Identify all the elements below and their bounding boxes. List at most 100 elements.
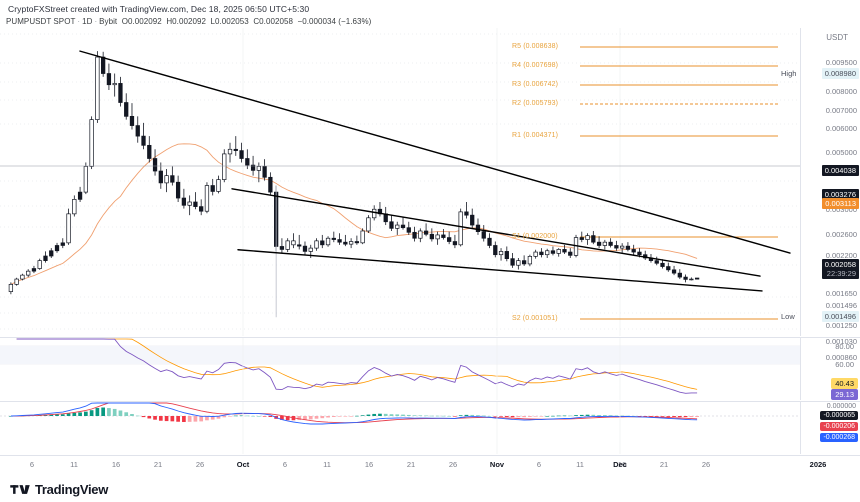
candle	[54, 245, 60, 252]
trendline	[79, 50, 791, 254]
candle	[585, 235, 590, 240]
candle	[20, 274, 25, 280]
time-axis-label: 21	[406, 460, 416, 469]
candle	[158, 170, 163, 184]
candle	[31, 268, 37, 272]
pivot-label: S1 (0.002000)	[512, 233, 558, 240]
time-axis-label: Dec	[613, 460, 627, 469]
candle	[285, 240, 290, 250]
legend-symbol[interactable]: PUMPUSDT SPOT	[6, 17, 76, 26]
rsi-plot-area[interactable]	[0, 338, 800, 400]
last-price-value: 0.002058	[824, 260, 856, 269]
candle	[26, 270, 31, 276]
candle	[14, 278, 19, 285]
candle	[637, 251, 642, 256]
attribution-text: CryptoFXStreet created with TradingView.…	[8, 4, 310, 14]
price-tick: 0.000860	[825, 353, 857, 362]
candle	[452, 241, 458, 246]
price-tick: 0.007000	[825, 106, 857, 115]
macd-signal-label: -0.000206	[820, 422, 858, 431]
candle	[545, 250, 550, 256]
time-axis-label: 6	[536, 460, 542, 469]
price-chart-svg	[0, 28, 800, 336]
candle	[412, 231, 417, 239]
legend-exchange: Bybit	[99, 17, 118, 26]
rsi-axis[interactable]: 80.00 60.00 40.43 29.13	[800, 338, 860, 400]
price-axis-unit: USDT	[826, 33, 848, 42]
candle	[262, 166, 267, 178]
time-axis-label: 11	[70, 460, 78, 469]
candle	[37, 260, 42, 269]
candle	[8, 283, 14, 292]
candle	[164, 175, 169, 184]
rsi-chart-svg	[0, 338, 800, 400]
last-price-countdown: 22:39:29	[826, 269, 856, 278]
candle	[608, 241, 613, 246]
candle	[175, 181, 181, 199]
price-plot-area[interactable]: R5 (0.008638) R4 (0.007698) R3 (0.006742) R…	[0, 28, 800, 336]
candle	[550, 250, 556, 254]
pivot-label: R5 (0.008638)	[512, 43, 559, 50]
candle	[521, 260, 527, 265]
footer: TradingView	[0, 477, 860, 502]
candle	[372, 208, 377, 219]
candle	[348, 241, 354, 245]
legend-close: C0.002058	[253, 17, 293, 26]
candle	[423, 230, 429, 235]
level-price-label: 0.004038	[821, 165, 859, 176]
candle	[435, 234, 440, 240]
time-axis-label: 16	[111, 460, 121, 469]
candle	[181, 197, 187, 206]
candle	[297, 244, 302, 247]
price-tick: 0.005000	[825, 148, 857, 157]
time-axis[interactable]: 6 11 16 21 26 Oct 6 11 16 21 26 Nov 6 11 16 21 26 Dec 2026	[0, 455, 860, 477]
candle	[141, 135, 146, 146]
candle	[475, 224, 481, 232]
candle	[366, 217, 371, 232]
time-axis-label: 6	[282, 460, 288, 469]
candle	[239, 150, 244, 159]
candle	[83, 166, 88, 193]
candle	[222, 153, 227, 180]
candle	[591, 235, 596, 243]
candle	[579, 237, 584, 240]
tradingview-logo[interactable]: TradingView	[10, 482, 108, 497]
macd-plot-area[interactable]	[0, 402, 800, 454]
candle	[72, 199, 77, 215]
rsi-line	[16, 338, 698, 394]
candle	[227, 148, 233, 155]
macd-axis[interactable]: 0.000000 -0.000065 -0.000206 -0.000268	[800, 402, 860, 454]
candle	[562, 249, 567, 253]
time-axis-label: Oct	[236, 460, 250, 469]
candle	[233, 148, 238, 151]
pivot-label: R4 (0.007698)	[512, 62, 559, 69]
macd-histogram-label: -0.000065	[820, 411, 858, 420]
candle	[458, 211, 463, 246]
candle	[498, 251, 504, 256]
tradingview-wordmark: TradingView	[35, 482, 109, 497]
candle	[343, 241, 348, 245]
tradingview-mark-icon	[10, 485, 30, 494]
candle	[677, 272, 682, 278]
price-axis[interactable]: USDT 0.009500 0.008000 0.007000 0.006000 0.0…	[781, 28, 860, 362]
rsi-pane: 80.00 60.00 40.43 29.13	[0, 338, 860, 400]
price-tick: 0.002200	[825, 251, 857, 260]
candle	[337, 239, 342, 243]
time-axis-label: 16	[364, 460, 374, 469]
candle	[568, 251, 573, 256]
candle	[95, 56, 100, 120]
macd-pane: 0.000000 -0.000065 -0.000206 -0.000268	[0, 402, 860, 454]
legend-open: O0.002092	[121, 17, 162, 26]
candle	[510, 258, 515, 266]
candle	[187, 201, 192, 206]
candle	[147, 144, 152, 159]
rsi-tick: 60.00	[835, 360, 854, 369]
last-price-label: 0.002058 22:39:29	[821, 259, 859, 279]
legend-interval[interactable]: 1D	[82, 17, 93, 26]
candle	[135, 125, 140, 137]
candle	[666, 266, 671, 271]
legend-low: L0.002053	[210, 17, 249, 26]
candle	[112, 83, 117, 86]
candle	[493, 245, 498, 256]
candle	[631, 249, 636, 253]
